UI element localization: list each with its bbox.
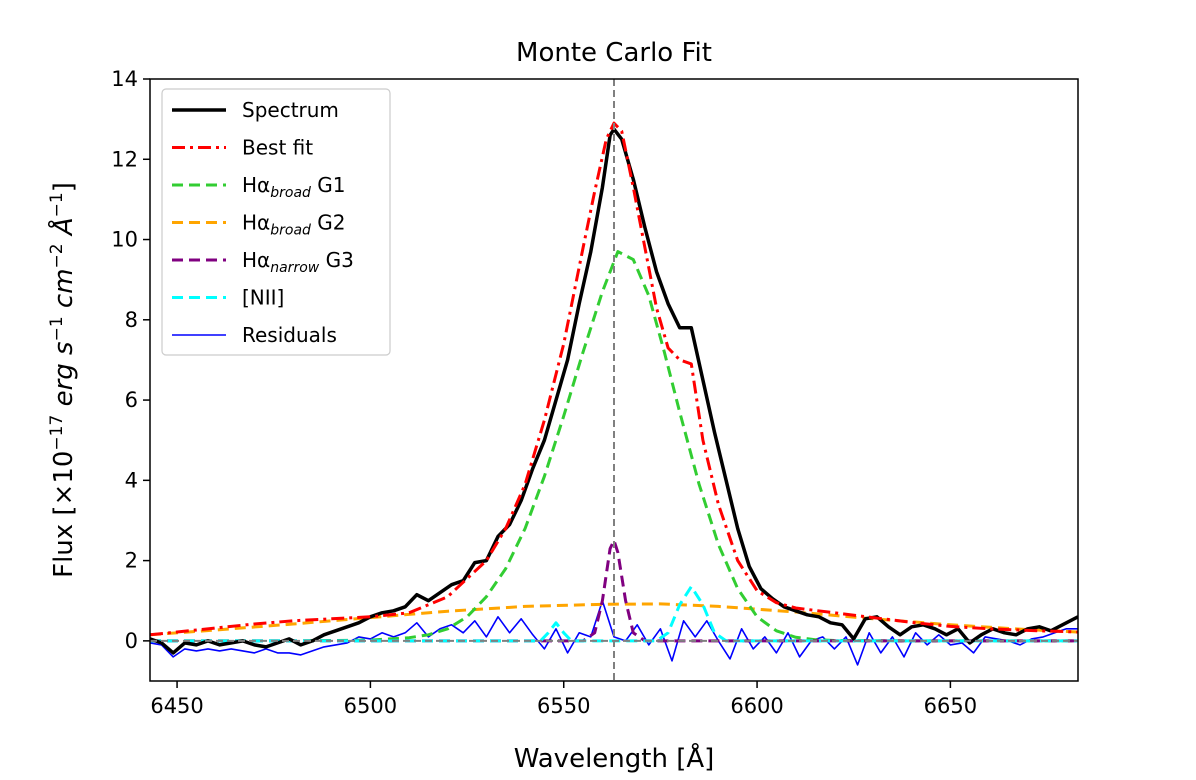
legend-label-fit: Best fit <box>242 136 313 160</box>
x-tick-label: 6650 <box>924 694 977 718</box>
y-tick-label: 8 <box>125 308 138 332</box>
legend-label-g3: Hαnarrow G3 <box>242 248 354 276</box>
legend-label-g2: Hαbroad G2 <box>242 211 346 239</box>
series-g1 <box>150 250 1078 643</box>
ylabel-mid3: Å <box>47 217 79 243</box>
x-tick-label: 6600 <box>730 694 783 718</box>
y-axis: 0 2 4 6 8 10 12 14 <box>111 67 150 653</box>
ylabel-exp3: −2 <box>47 243 67 268</box>
plot-frame <box>149 78 1079 682</box>
ylabel-exp1: −17 <box>47 415 67 451</box>
chart-title: Monte Carlo Fit <box>516 38 712 68</box>
series-spectrum <box>150 127 1078 655</box>
ylabel-mid2: cm <box>49 268 79 316</box>
series-g2 <box>150 602 1078 637</box>
series-fit <box>150 121 1078 637</box>
ylabel-suffix: ] <box>49 182 79 192</box>
x-tick-label: 6550 <box>537 694 590 718</box>
ylabel-prefix: Flux [×10 <box>49 451 79 578</box>
y-tick-label: 4 <box>125 468 138 492</box>
y-tick-label: 2 <box>125 549 138 573</box>
legend-label-spectrum: Spectrum <box>242 98 339 122</box>
series-nii <box>150 585 1078 643</box>
y-tick-label: 12 <box>111 147 138 171</box>
x-axis-label: Wavelength [Å] <box>514 742 715 774</box>
x-tick-label: 6500 <box>344 694 397 718</box>
legend-box <box>161 88 391 356</box>
ylabel-exp4: −1 <box>47 192 67 217</box>
y-tick-label: 14 <box>111 67 138 91</box>
legend-label-resid: Residuals <box>242 323 337 347</box>
series-g3 <box>150 539 1078 643</box>
y-axis-label: Flux [×10−17 erg s−1 cm−2 Å−1] <box>47 182 79 578</box>
ylabel-exp2: −1 <box>47 316 67 341</box>
y-tick-label: 10 <box>111 228 138 252</box>
ylabel-mid: erg s <box>49 341 79 414</box>
legend: Spectrum Best fit Hαbroad G1 Hαbroad G2 Hαna… <box>161 88 391 356</box>
x-axis: 6450 6500 6550 6600 6650 <box>150 681 977 718</box>
reference-lines <box>150 79 1078 681</box>
x-tick-label: 6450 <box>150 694 203 718</box>
y-tick-label: 6 <box>125 388 138 412</box>
legend-label-g1: Hαbroad G1 <box>242 173 346 201</box>
y-tick-label: 0 <box>125 629 138 653</box>
legend-label-nii: [NII] <box>242 286 284 310</box>
series-layer <box>150 121 1078 666</box>
